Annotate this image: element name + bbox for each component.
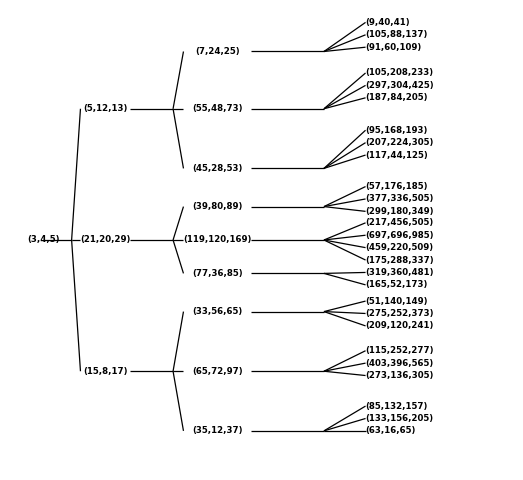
Text: (117,44,125): (117,44,125) xyxy=(366,151,428,159)
Text: (45,28,53): (45,28,53) xyxy=(192,164,243,173)
Text: (91,60,109): (91,60,109) xyxy=(366,43,422,52)
Text: (115,252,277): (115,252,277) xyxy=(366,346,434,355)
Text: (187,84,205): (187,84,205) xyxy=(366,93,428,102)
Text: (33,56,65): (33,56,65) xyxy=(192,307,242,316)
Text: (217,456,505): (217,456,505) xyxy=(366,218,434,228)
Text: (5,12,13): (5,12,13) xyxy=(83,104,128,113)
Text: (63,16,65): (63,16,65) xyxy=(366,426,416,435)
Text: (119,120,169): (119,120,169) xyxy=(183,236,252,244)
Text: (3,4,5): (3,4,5) xyxy=(27,236,60,244)
Text: (165,52,173): (165,52,173) xyxy=(366,280,428,289)
Text: (57,176,185): (57,176,185) xyxy=(366,182,428,191)
Text: (77,36,85): (77,36,85) xyxy=(192,269,243,278)
Text: (175,288,337): (175,288,337) xyxy=(366,255,434,264)
Text: (55,48,73): (55,48,73) xyxy=(192,104,243,113)
Text: (697,696,985): (697,696,985) xyxy=(366,231,434,240)
Text: (377,336,505): (377,336,505) xyxy=(366,194,434,204)
Text: (15,8,17): (15,8,17) xyxy=(83,367,128,376)
Text: (319,360,481): (319,360,481) xyxy=(366,268,434,277)
Text: (403,396,565): (403,396,565) xyxy=(366,359,434,368)
Text: (299,180,349): (299,180,349) xyxy=(366,207,434,216)
Text: (297,304,425): (297,304,425) xyxy=(366,81,434,90)
Text: (207,224,305): (207,224,305) xyxy=(366,138,434,147)
Text: (273,136,305): (273,136,305) xyxy=(366,371,434,380)
Text: (133,156,205): (133,156,205) xyxy=(366,414,434,423)
Text: (9,40,41): (9,40,41) xyxy=(366,18,410,27)
Text: (275,252,373): (275,252,373) xyxy=(366,309,434,318)
Text: (105,88,137): (105,88,137) xyxy=(366,30,428,39)
Text: (209,120,241): (209,120,241) xyxy=(366,322,434,330)
Text: (39,80,89): (39,80,89) xyxy=(192,202,243,211)
Text: (65,72,97): (65,72,97) xyxy=(192,367,243,376)
Text: (7,24,25): (7,24,25) xyxy=(195,47,240,56)
Text: (21,20,29): (21,20,29) xyxy=(80,236,131,244)
Text: (35,12,37): (35,12,37) xyxy=(192,426,243,435)
Text: (459,220,509): (459,220,509) xyxy=(366,243,434,252)
Text: (51,140,149): (51,140,149) xyxy=(366,297,428,306)
Text: (95,168,193): (95,168,193) xyxy=(366,126,428,135)
Text: (105,208,233): (105,208,233) xyxy=(366,69,434,77)
Text: (85,132,157): (85,132,157) xyxy=(366,402,428,410)
